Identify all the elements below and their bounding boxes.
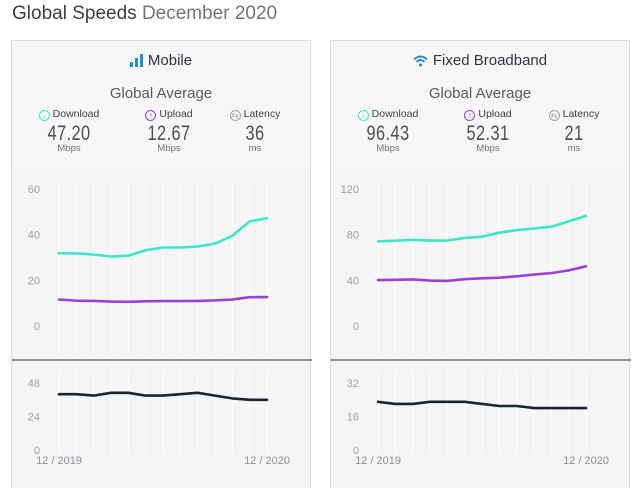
upload-icon: ↑	[464, 110, 476, 121]
latency-icon: ⇆	[229, 110, 241, 121]
y-tick-label: 16	[347, 412, 359, 424]
y-tick-label: 0	[34, 321, 40, 333]
x-tick-label: 12 / 2020	[563, 455, 609, 467]
download-value: 96.43	[366, 122, 410, 145]
page-title-text: Global Speeds	[12, 3, 137, 24]
card-title: Fixed Broadband	[331, 52, 629, 71]
latency-metric: ⇆ Latency 36 ms	[210, 108, 300, 154]
upload-label: Upload	[478, 108, 512, 120]
series-line-upload	[376, 265, 588, 283]
latency-label: Latency	[562, 108, 600, 120]
y-tick-label: 0	[353, 445, 359, 457]
upload-label: Upload	[159, 108, 193, 120]
series-line-download	[57, 216, 269, 258]
x-tick-label: 12 / 2020	[244, 455, 290, 467]
global-average-label: Global Average	[428, 85, 532, 102]
download-icon: ↓	[38, 110, 50, 121]
y-tick-label: 48	[28, 378, 40, 390]
mobile-card: Mobile Global Average ↓ Download 47.20 Mb…	[11, 40, 312, 488]
download-value: 47.20	[47, 122, 91, 145]
global-average-label: Global Average	[109, 85, 213, 102]
y-tick-label: 0	[34, 445, 40, 457]
latency-value: 21	[564, 122, 584, 145]
y-tick-label: 120	[341, 184, 359, 196]
series-line-latency	[57, 391, 269, 402]
y-tick-label: 32	[347, 378, 359, 390]
download-unit: Mbps	[57, 143, 81, 154]
card-title-label: Fixed Broadband	[432, 52, 548, 69]
x-tick-label: 12 / 2019	[36, 455, 82, 467]
y-tick-label: 20	[28, 275, 40, 287]
y-tick-label: 24	[28, 412, 40, 424]
fixed-broadband-card: Fixed Broadband Global Average ↓ Download…	[330, 40, 631, 488]
latency-unit: ms	[567, 143, 581, 154]
download-label: Download	[52, 108, 100, 120]
download-unit: Mbps	[376, 143, 400, 154]
fixed-broadband-chart: 0 40 80 120 0 16 32 12 / 2019 12 / 2020	[331, 181, 631, 467]
card-title-label: Mobile	[147, 52, 193, 69]
latency-unit: ms	[248, 143, 262, 154]
y-tick-label: 40	[347, 275, 359, 287]
series-line-latency	[376, 400, 588, 410]
y-tick-label: 80	[347, 230, 359, 242]
x-tick-label: 12 / 2019	[355, 455, 401, 467]
latency-metric: ⇆ Latency 21 ms	[529, 108, 619, 154]
mobile-chart: 0 20 40 60 0 24 48 12 / 2019 12 / 2020	[12, 181, 312, 467]
download-icon: ↓	[357, 110, 369, 121]
y-tick-label: 0	[353, 321, 359, 333]
upload-unit: Mbps	[157, 143, 181, 154]
wifi-icon	[413, 54, 428, 71]
upload-metric: ↑ Upload 52.31 Mbps	[443, 108, 533, 154]
upload-unit: Mbps	[476, 143, 500, 154]
upload-value: 12.67	[147, 122, 191, 145]
upload-metric: ↑ Upload 12.67 Mbps	[124, 108, 214, 154]
card-title: Mobile	[12, 52, 310, 71]
download-label: Download	[371, 108, 419, 120]
upload-icon: ↑	[145, 110, 157, 121]
series-line-download	[376, 214, 588, 243]
download-metric: ↓ Download 96.43 Mbps	[343, 108, 433, 154]
upload-value: 52.31	[466, 122, 510, 145]
latency-icon: ⇆	[548, 110, 560, 121]
card-header	[12, 41, 310, 171]
latency-value: 36	[245, 122, 265, 145]
page-title: Global Speeds December 2020	[12, 3, 277, 25]
series-line-upload	[57, 295, 269, 304]
download-metric: ↓ Download 47.20 Mbps	[24, 108, 114, 154]
y-tick-label: 40	[28, 230, 40, 242]
card-header	[331, 41, 629, 171]
y-tick-label: 60	[28, 184, 40, 196]
signal-bars-icon	[129, 54, 143, 71]
page-period: December 2020	[141, 3, 278, 24]
latency-label: Latency	[243, 108, 281, 120]
